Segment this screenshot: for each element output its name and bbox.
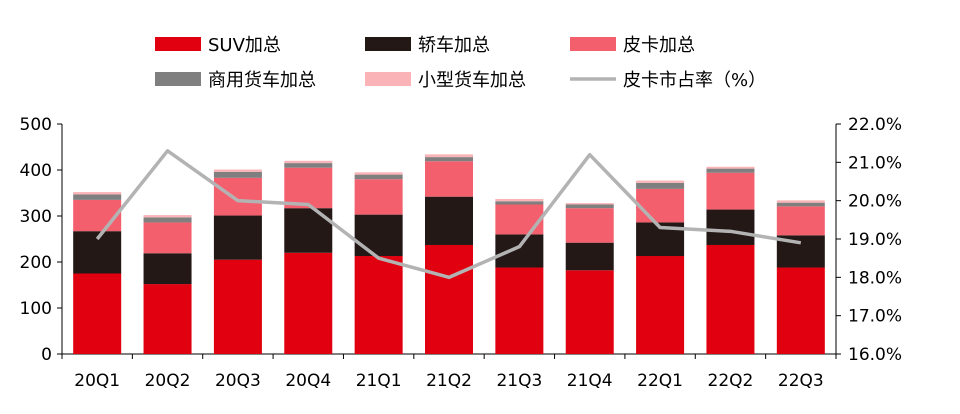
bar-segment bbox=[284, 208, 333, 253]
x-tick-label: 22Q3 bbox=[778, 371, 824, 391]
left-tick-label: 200 bbox=[20, 253, 52, 273]
bar-segment bbox=[213, 169, 262, 172]
x-tick-label: 21Q4 bbox=[567, 371, 613, 391]
right-tick-label: 18.0% bbox=[848, 268, 902, 288]
right-tick-label: 16.0% bbox=[848, 345, 902, 365]
x-tick-label: 22Q1 bbox=[637, 371, 683, 391]
bar-segment bbox=[73, 194, 122, 200]
bar-segment bbox=[284, 163, 333, 168]
bar-segment bbox=[776, 206, 825, 236]
legend-label: 皮卡加总 bbox=[623, 35, 695, 56]
left-tick-label: 300 bbox=[20, 207, 52, 227]
legend-label: SUV加总 bbox=[208, 35, 281, 56]
right-tick-label: 22.0% bbox=[848, 115, 902, 135]
bar-segment bbox=[776, 200, 825, 203]
bar-segment bbox=[354, 214, 403, 257]
bar-segment bbox=[706, 244, 755, 354]
bar-segment bbox=[706, 166, 755, 169]
x-tick-label: 20Q4 bbox=[285, 371, 331, 391]
bar-segment bbox=[495, 201, 544, 205]
x-tick-label: 22Q2 bbox=[708, 371, 754, 391]
x-tick-label: 20Q2 bbox=[145, 371, 191, 391]
bar-segment bbox=[495, 267, 544, 354]
chart-bars bbox=[73, 154, 825, 354]
bar-segment bbox=[776, 267, 825, 354]
legend-swatch bbox=[365, 37, 411, 51]
bar-segment bbox=[425, 154, 473, 158]
bar-segment bbox=[425, 244, 473, 354]
legend-swatch bbox=[155, 72, 201, 86]
bar-segment bbox=[213, 171, 262, 178]
x-tick-label: 21Q3 bbox=[496, 371, 542, 391]
left-tick-label: 500 bbox=[20, 115, 52, 135]
bar-segment bbox=[354, 172, 403, 175]
bar-segment bbox=[213, 215, 262, 260]
chart-line bbox=[95, 149, 802, 280]
left-tick-label: 100 bbox=[20, 299, 52, 319]
right-tick-label: 21.0% bbox=[848, 153, 902, 173]
bar-segment bbox=[354, 256, 403, 354]
bar-segment bbox=[495, 204, 544, 235]
bar-segment bbox=[73, 199, 122, 232]
bar-segment bbox=[636, 256, 685, 354]
bar-segment bbox=[495, 198, 544, 202]
bar-segment bbox=[495, 234, 544, 268]
bar-segment bbox=[73, 273, 122, 354]
left-tick-label: 0 bbox=[41, 345, 52, 365]
legend-label: 皮卡市占率（%） bbox=[623, 70, 766, 91]
bar-segment bbox=[706, 168, 755, 173]
bar-segment bbox=[143, 284, 192, 354]
bar-segment bbox=[354, 179, 403, 215]
right-tick-label: 20.0% bbox=[848, 192, 902, 212]
bar-segment bbox=[425, 161, 473, 197]
legend-swatch bbox=[570, 37, 616, 51]
bar-segment bbox=[354, 174, 403, 180]
bar-segment bbox=[636, 188, 685, 223]
legend-label: 轿车加总 bbox=[418, 35, 490, 56]
bar-segment bbox=[73, 192, 122, 195]
bar-segment bbox=[143, 222, 192, 254]
bar-segment bbox=[213, 177, 262, 216]
bar-segment bbox=[706, 172, 755, 210]
x-tick-label: 21Q1 bbox=[356, 371, 402, 391]
bar-segment bbox=[213, 259, 262, 354]
bar-segment bbox=[143, 217, 192, 223]
legend-label: 小型货车加总 bbox=[418, 70, 526, 91]
right-tick-label: 17.0% bbox=[848, 307, 902, 327]
bar-segment bbox=[425, 157, 473, 162]
bar-segment bbox=[284, 252, 333, 354]
x-tick-label: 20Q1 bbox=[74, 371, 120, 391]
legend-swatch bbox=[155, 37, 201, 51]
bar-segment bbox=[284, 160, 333, 164]
bar-segment bbox=[776, 202, 825, 207]
bar-segment bbox=[284, 167, 333, 209]
x-tick-label: 21Q2 bbox=[426, 371, 472, 391]
legend-swatch bbox=[365, 72, 411, 86]
legend-label: 商用货车加总 bbox=[208, 70, 316, 91]
x-tick-label: 20Q3 bbox=[215, 371, 261, 391]
bar-segment bbox=[636, 180, 685, 183]
bar-segment bbox=[565, 242, 614, 271]
bar-segment bbox=[143, 215, 192, 218]
bar-segment bbox=[425, 196, 473, 245]
right-tick-label: 19.0% bbox=[848, 230, 902, 250]
bar-segment bbox=[636, 182, 685, 189]
bar-segment bbox=[565, 270, 614, 354]
bar-segment bbox=[565, 208, 614, 243]
left-tick-label: 400 bbox=[20, 161, 52, 181]
bar-segment bbox=[706, 209, 755, 245]
bar-segment bbox=[565, 204, 614, 209]
bar-segment bbox=[565, 203, 614, 205]
chart-axes: 0 100 200 300 400 500 16.0% 17.0% 18.0% 19.0% 20.0… bbox=[20, 115, 902, 391]
bar-segment bbox=[143, 253, 192, 285]
